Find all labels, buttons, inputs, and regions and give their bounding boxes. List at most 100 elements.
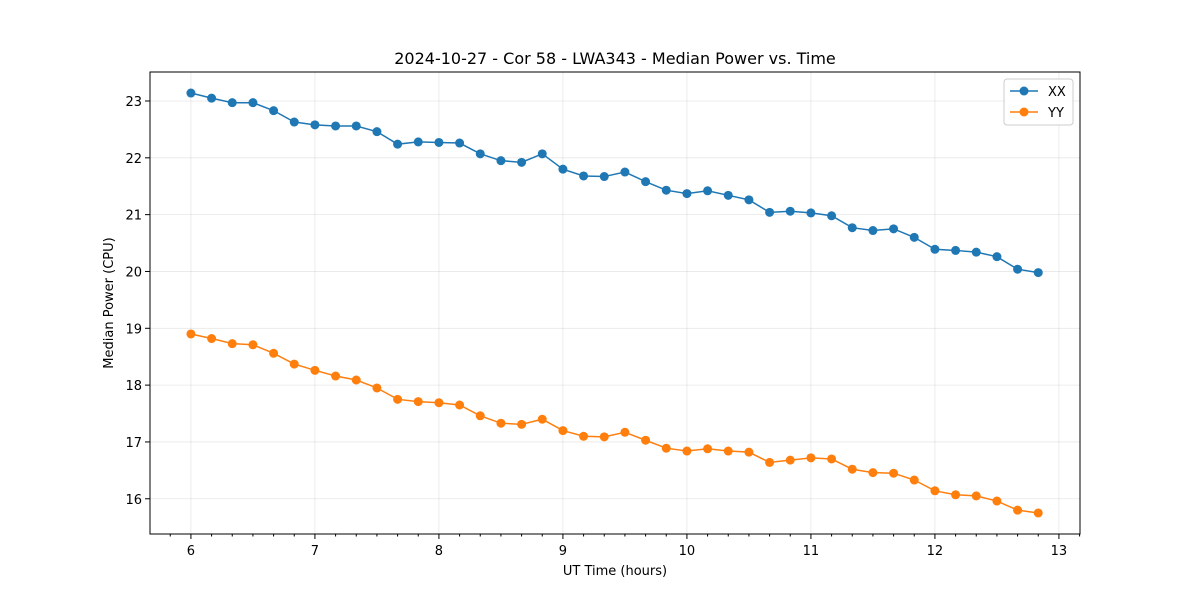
data-point-yy (269, 348, 279, 358)
data-point-xx (992, 252, 1002, 262)
y-tick-label: 19 (125, 322, 142, 337)
data-point-xx (393, 139, 403, 149)
data-point-xx (537, 149, 547, 159)
data-point-xx (620, 167, 630, 177)
data-point-xx (723, 190, 733, 200)
x-tick-label: 6 (187, 544, 195, 559)
data-point-xx (186, 88, 196, 98)
y-tick-label: 21 (125, 209, 142, 224)
x-tick-label: 9 (559, 544, 567, 559)
x-tick-label: 10 (679, 544, 696, 559)
legend-marker-xx (1019, 86, 1029, 96)
data-point-xx (1013, 264, 1023, 274)
data-point-xx (806, 208, 816, 218)
data-point-yy (744, 447, 754, 457)
data-point-yy (827, 454, 837, 464)
data-point-xx (847, 223, 857, 233)
data-point-yy (785, 455, 795, 465)
legend: XX YY (1003, 78, 1074, 126)
y-tick-label: 18 (125, 379, 142, 394)
tick-layer: 6 7 8 9 10 11 12 13 16 17 18 19 20 21 22 23 (125, 95, 1081, 559)
data-point-xx (1033, 268, 1043, 278)
data-point-xx (951, 245, 961, 255)
data-point-xx (475, 149, 485, 159)
data-point-xx (599, 172, 609, 182)
data-point-yy (868, 468, 878, 478)
data-point-xx (496, 156, 506, 166)
data-point-xx (372, 127, 382, 137)
data-point-xx (434, 137, 444, 147)
data-point-yy (207, 334, 217, 344)
y-tick-label: 22 (125, 152, 142, 167)
legend-marker-yy (1019, 107, 1029, 117)
data-point-yy (847, 464, 857, 474)
y-axis-label: Median Power (CPU) (102, 237, 117, 368)
data-point-xx (682, 189, 692, 199)
data-point-yy (971, 491, 981, 501)
data-point-xx (289, 117, 299, 127)
y-tick-label: 20 (125, 265, 142, 280)
x-tick-label: 13 (1051, 544, 1068, 559)
data-point-xx (641, 177, 651, 187)
data-point-yy (186, 329, 196, 339)
x-tick-label: 8 (435, 544, 443, 559)
data-point-xx (558, 164, 568, 174)
legend-label-yy: YY (1047, 106, 1064, 121)
data-point-yy (455, 400, 465, 410)
data-point-yy (682, 446, 692, 456)
data-point-yy (537, 414, 547, 424)
data-point-xx (703, 186, 713, 196)
data-point-yy (393, 394, 403, 404)
data-point-yy (951, 490, 961, 500)
data-point-xx (765, 207, 775, 217)
data-point-xx (868, 226, 878, 236)
data-point-yy (227, 339, 237, 349)
data-point-xx (227, 98, 237, 108)
data-point-xx (351, 121, 361, 131)
data-point-yy (620, 427, 630, 437)
data-point-yy (909, 475, 919, 485)
x-tick-label: 11 (803, 544, 820, 559)
data-point-yy (1013, 505, 1023, 515)
x-tick-label: 12 (927, 544, 944, 559)
chart-title: 2024-10-27 - Cor 58 - LWA343 - Median Po… (394, 49, 836, 68)
data-point-xx (744, 195, 754, 205)
y-tick-label: 16 (125, 493, 142, 508)
grid-layer (150, 72, 1080, 534)
data-point-yy (889, 468, 899, 478)
data-point-yy (1033, 508, 1043, 518)
data-point-yy (289, 359, 299, 369)
data-point-xx (930, 244, 940, 254)
data-point-yy (517, 419, 527, 429)
legend-label-xx: XX (1048, 85, 1066, 100)
data-point-yy (372, 383, 382, 393)
x-axis-label: UT Time (hours) (563, 564, 667, 579)
data-point-xx (827, 211, 837, 221)
data-point-yy (599, 432, 609, 442)
data-point-yy (661, 443, 671, 453)
data-point-yy (723, 446, 733, 456)
data-point-xx (248, 98, 258, 108)
series-layer (186, 88, 1043, 518)
data-point-xx (579, 171, 589, 181)
data-point-xx (517, 157, 527, 167)
data-point-yy (992, 496, 1002, 506)
data-point-yy (558, 426, 568, 436)
data-point-xx (207, 93, 217, 103)
data-point-xx (785, 206, 795, 216)
data-point-yy (806, 453, 816, 463)
data-point-xx (661, 185, 671, 195)
y-tick-label: 23 (125, 95, 142, 110)
data-point-xx (331, 121, 341, 131)
data-point-yy (351, 375, 361, 385)
data-point-yy (703, 444, 713, 454)
data-point-yy (579, 431, 589, 441)
data-point-yy (475, 411, 485, 421)
data-point-yy (930, 486, 940, 496)
data-point-yy (413, 397, 423, 407)
axes-frame (149, 71, 1081, 535)
data-point-yy (310, 365, 320, 375)
data-point-xx (413, 137, 423, 147)
y-tick-label: 17 (125, 436, 142, 451)
data-point-yy (641, 435, 651, 445)
